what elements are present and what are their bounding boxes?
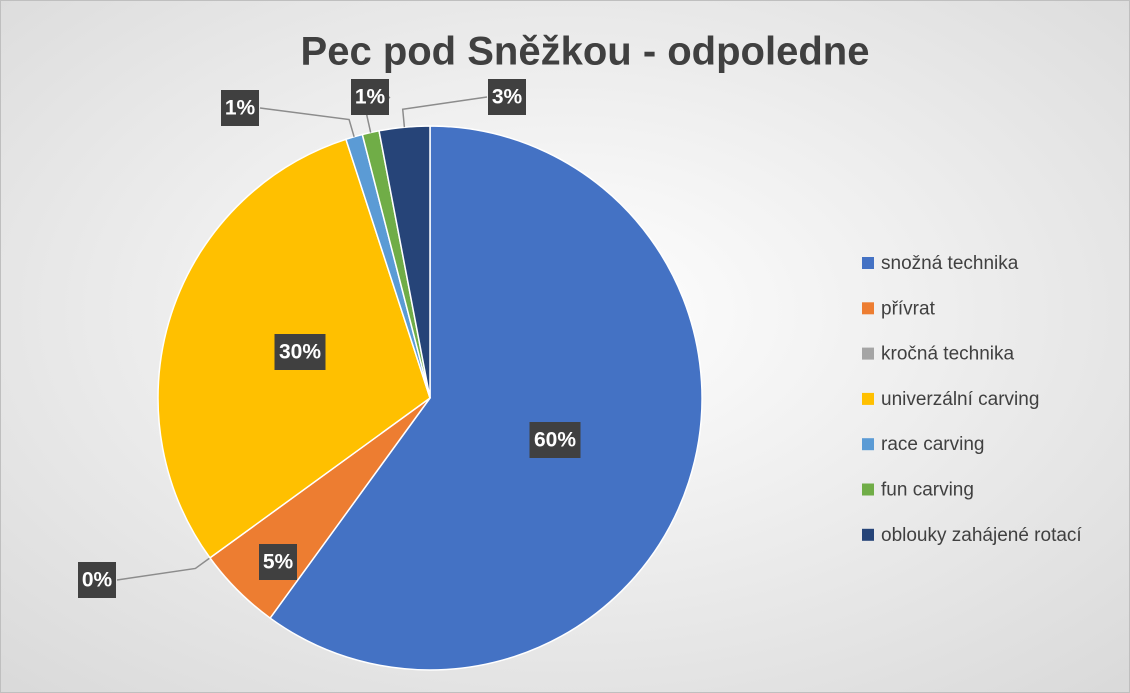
legend-swatch: [862, 483, 874, 496]
legend-swatch: [862, 302, 874, 315]
legend-swatch: [862, 392, 874, 405]
data-label-box: [259, 544, 297, 580]
data-label: 60%: [534, 429, 576, 452]
legend-label: race carving: [881, 434, 985, 455]
leader-line: [116, 557, 211, 581]
data-label-box: [488, 79, 526, 115]
data-label: 1%: [225, 97, 256, 120]
legend-label: oblouky zahájené rotací: [881, 525, 1082, 546]
data-label-box: [351, 79, 389, 115]
chart-title: Pec pod Sněžkou - odpoledne: [301, 30, 870, 74]
legend-swatch: [862, 257, 874, 269]
pie-slice: [378, 125, 431, 399]
data-label: 0%: [82, 569, 113, 592]
data-label-box: [274, 334, 326, 370]
legend-swatch: [862, 528, 874, 541]
data-label-box: [221, 90, 259, 126]
legend-label: fun carving: [881, 480, 974, 501]
legend-label: snožná technika: [881, 253, 1019, 274]
data-label: 5%: [263, 551, 294, 574]
leader-line: [401, 96, 488, 128]
legend-label: univerzální carving: [881, 389, 1039, 410]
data-label: 30%: [279, 341, 321, 364]
data-label: 3%: [492, 86, 523, 109]
data-label: 1%: [355, 86, 386, 109]
pie-slice: [269, 125, 703, 671]
legend-label: kročná technika: [881, 344, 1015, 365]
data-label-box: [529, 422, 581, 458]
data-label-box: [78, 562, 116, 598]
leader-line: [259, 107, 355, 138]
legend-swatch: [862, 438, 874, 451]
legend-swatch: [862, 347, 874, 360]
legend-label: přívrat: [881, 298, 936, 319]
